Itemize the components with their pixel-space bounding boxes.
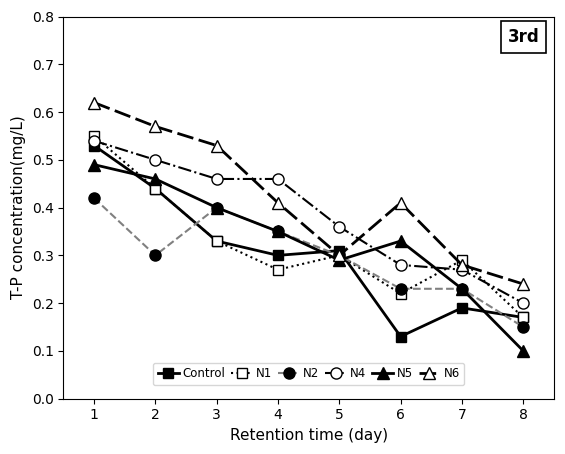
N1 xyxy=(152,186,159,191)
Control xyxy=(459,305,466,311)
N5 xyxy=(213,205,220,210)
N5 xyxy=(397,238,404,244)
N2 xyxy=(336,252,343,258)
N1 xyxy=(520,315,527,320)
N1 xyxy=(459,257,466,263)
N4 xyxy=(459,267,466,272)
N4 xyxy=(275,176,281,182)
N5 xyxy=(152,176,159,182)
N1 xyxy=(90,133,97,139)
N2 xyxy=(90,195,97,201)
N4 xyxy=(152,157,159,163)
N2 xyxy=(459,286,466,291)
N4 xyxy=(213,176,220,182)
N2 xyxy=(275,229,281,234)
N2 xyxy=(152,252,159,258)
N1 xyxy=(213,238,220,244)
Line: N4: N4 xyxy=(89,135,529,309)
N4 xyxy=(520,301,527,306)
N6 xyxy=(275,200,281,206)
N4 xyxy=(397,262,404,268)
N6 xyxy=(152,123,159,129)
Control xyxy=(520,315,527,320)
Line: N5: N5 xyxy=(88,158,529,357)
N1 xyxy=(275,267,281,272)
Control xyxy=(275,252,281,258)
Control xyxy=(90,143,97,148)
Control xyxy=(336,248,343,253)
N6 xyxy=(520,281,527,287)
Control xyxy=(397,334,404,339)
N6 xyxy=(90,100,97,105)
X-axis label: Retention time (day): Retention time (day) xyxy=(229,428,388,443)
Control xyxy=(213,238,220,244)
N5 xyxy=(90,162,97,168)
N1 xyxy=(397,291,404,296)
N2 xyxy=(213,205,220,210)
Line: N6: N6 xyxy=(88,96,529,290)
Line: Control: Control xyxy=(89,141,528,341)
N6 xyxy=(397,200,404,206)
Legend: Control, N1, N2, N4, N5, N6: Control, N1, N2, N4, N5, N6 xyxy=(153,363,464,385)
Line: N1: N1 xyxy=(89,131,528,322)
N1 xyxy=(336,252,343,258)
Y-axis label: T-P concentration(mg/L): T-P concentration(mg/L) xyxy=(11,116,26,300)
N2 xyxy=(520,324,527,330)
N4 xyxy=(90,138,97,143)
N5 xyxy=(336,257,343,263)
N4 xyxy=(336,224,343,229)
N6 xyxy=(459,262,466,268)
Line: N2: N2 xyxy=(89,192,529,332)
N5 xyxy=(520,348,527,354)
Control xyxy=(152,186,159,191)
N2 xyxy=(397,286,404,291)
N6 xyxy=(336,252,343,258)
N6 xyxy=(213,143,220,148)
Text: 3rd: 3rd xyxy=(507,28,539,46)
N5 xyxy=(459,286,466,291)
N5 xyxy=(275,229,281,234)
